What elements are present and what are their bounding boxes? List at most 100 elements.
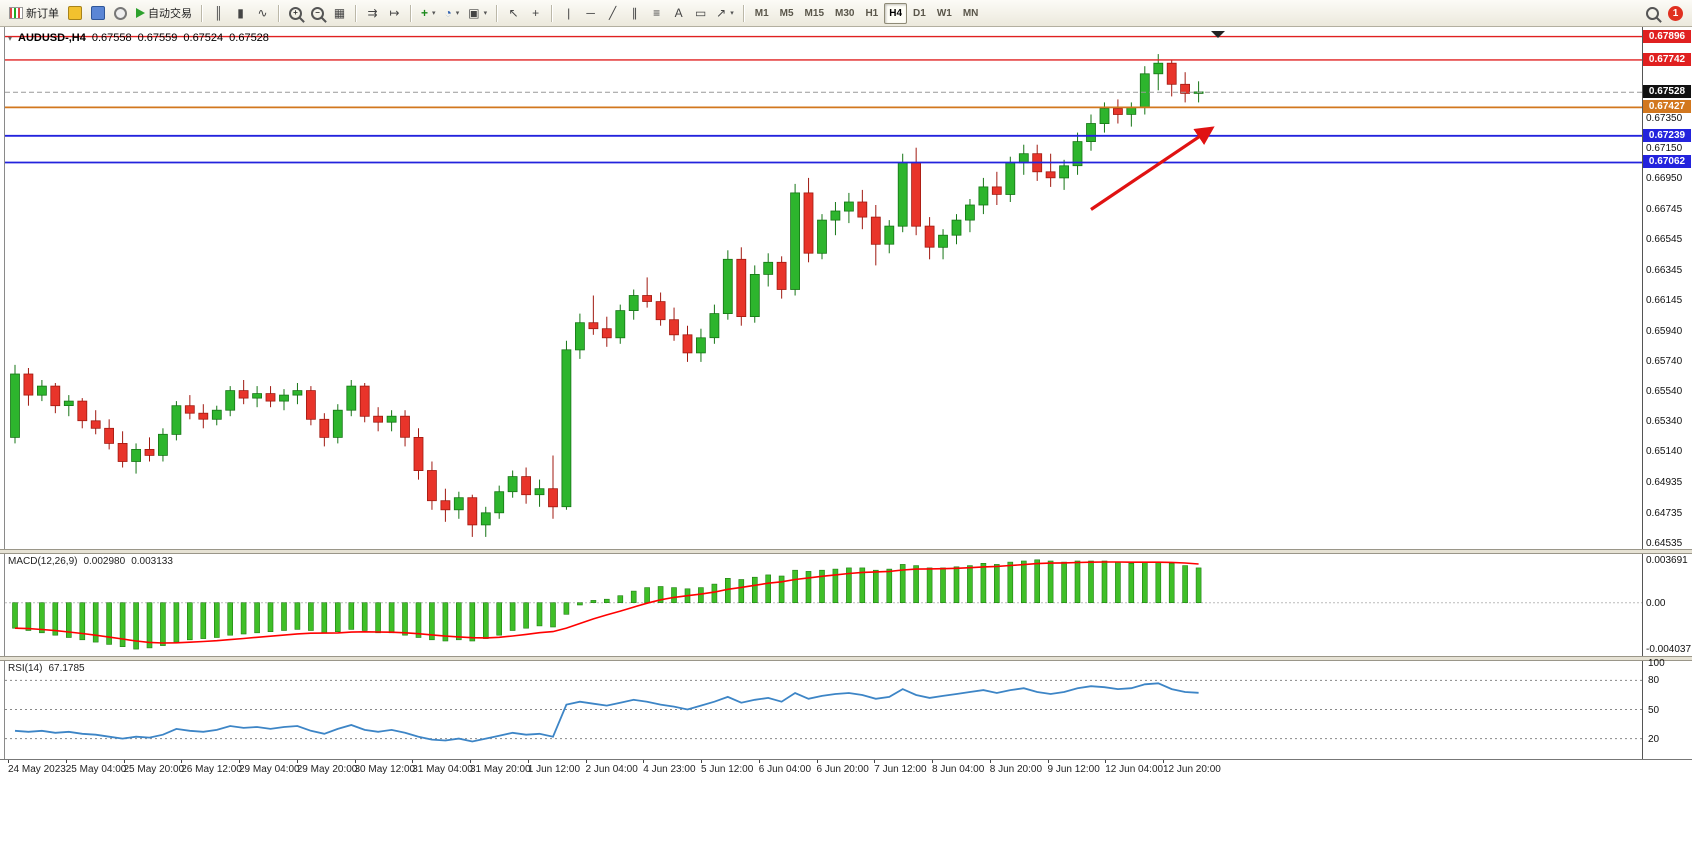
fibonacci-icon: ≡ xyxy=(653,6,661,20)
terminal-icon xyxy=(114,6,127,20)
line-chart-icon: ∿ xyxy=(257,6,268,20)
price-chart-canvas[interactable] xyxy=(5,30,1642,549)
autotrading-button[interactable]: 自动交易 xyxy=(132,3,196,24)
timeframe-h4-button[interactable]: H4 xyxy=(884,2,908,24)
toolbar-separator xyxy=(742,4,745,22)
time-axis-label: 12 Jun 20:00 xyxy=(1163,764,1221,775)
price-level-badge: 0.67427 xyxy=(1643,100,1691,114)
chevron-down-icon: ▾ xyxy=(483,10,488,17)
timeframe-mn-button[interactable]: MN xyxy=(962,7,979,19)
horizontal-line-icon: ─ xyxy=(586,6,595,20)
market-watch-icon xyxy=(68,6,82,20)
arrows-tool-button[interactable]: ↗ ▾ xyxy=(712,3,738,24)
channel-button[interactable]: ∥ xyxy=(624,3,645,24)
vertical-line-button[interactable]: | xyxy=(558,3,579,24)
price-level-badge: 0.67896 xyxy=(1643,29,1691,43)
timeframe-m5-button[interactable]: M5 xyxy=(779,7,794,19)
time-axis-label: 9 Jun 12:00 xyxy=(1047,764,1100,775)
templates-icon: ▣ xyxy=(468,6,480,20)
zoom-out-button[interactable]: − xyxy=(307,3,328,24)
time-axis-label: 2 Jun 04:00 xyxy=(585,764,638,775)
time-tick xyxy=(989,760,991,763)
price-tick-label: 0.66345 xyxy=(1646,264,1683,276)
price-tick-label: 0.64535 xyxy=(1646,537,1683,549)
chevron-down-icon: ▾ xyxy=(455,10,460,17)
ohlc-close: 0.67528 xyxy=(229,32,269,44)
cursor-icon: ↖ xyxy=(508,6,519,20)
auto-scroll-button[interactable]: ⇉ xyxy=(362,3,383,24)
macd-panel-canvas[interactable] xyxy=(5,554,1642,656)
time-axis-label: 31 May 04:00 xyxy=(412,764,473,775)
rsi-label: RSI(14) 67.1785 xyxy=(8,663,85,674)
chevron-down-icon: ▾ xyxy=(432,10,436,17)
price-tick-label: 0.65140 xyxy=(1646,446,1683,458)
vertical-line-icon: | xyxy=(567,6,571,20)
label-tool-button[interactable]: ▭ xyxy=(690,3,711,24)
time-axis-label: 8 Jun 04:00 xyxy=(932,764,985,775)
text-tool-button[interactable]: A xyxy=(668,3,689,24)
chart-collapse-icon[interactable]: ▾ xyxy=(8,33,13,43)
chart-shift-button[interactable]: ↦ xyxy=(384,3,405,24)
bar-chart-button[interactable]: ║ xyxy=(208,3,229,24)
time-axis-label: 25 May 04:00 xyxy=(65,764,127,775)
timeframe-w1-button[interactable]: W1 xyxy=(936,7,952,19)
toolbar-separator xyxy=(278,4,280,22)
timeframe-m15-button[interactable]: M15 xyxy=(804,7,824,19)
timeframe-h1-button[interactable]: H1 xyxy=(865,7,879,19)
templates-button[interactable]: ▣ ▾ xyxy=(464,3,491,24)
crosshair-icon: + xyxy=(532,6,540,20)
horizontal-line-button[interactable]: ─ xyxy=(580,3,601,24)
rsi-indicator-name: RSI(14) xyxy=(8,663,43,674)
zoom-in-button[interactable]: + xyxy=(285,3,306,24)
line-chart-button[interactable]: ∿ xyxy=(252,3,273,24)
fibonacci-button[interactable]: ≡ xyxy=(646,3,667,24)
rsi-panel-canvas[interactable] xyxy=(5,661,1642,758)
navigator-button[interactable] xyxy=(87,3,109,24)
price-tick-label: 0.67350 xyxy=(1646,113,1683,124)
time-axis-label: 29 May 20:00 xyxy=(296,764,358,775)
search-button[interactable] xyxy=(1642,3,1663,24)
time-tick xyxy=(123,760,125,763)
terminal-button[interactable] xyxy=(110,3,131,24)
price-tick-label: 0.65740 xyxy=(1646,355,1683,367)
rsi-axis-label: 80 xyxy=(1648,675,1660,687)
timeframe-d1-button[interactable]: D1 xyxy=(913,7,926,19)
zoom-out-icon: − xyxy=(311,6,324,20)
market-watch-button[interactable] xyxy=(64,3,86,24)
time-axis-label: 1 Jun 12:00 xyxy=(527,764,581,775)
new-order-icon xyxy=(9,7,23,19)
periods-button[interactable]: ◔ ▾ xyxy=(441,3,464,24)
time-tick xyxy=(65,760,67,763)
rsi-value: 67.1785 xyxy=(48,663,85,674)
trendline-button[interactable]: ╱ xyxy=(602,3,623,24)
tile-windows-button[interactable]: ▦ xyxy=(329,3,350,24)
indicators-button[interactable]: + ▾ xyxy=(417,3,440,24)
crosshair-button[interactable]: + xyxy=(525,3,546,24)
time-axis-label: 25 May 20:00 xyxy=(123,764,185,775)
panel-splitter[interactable] xyxy=(0,549,1692,554)
ohlc-open: 0.67558 xyxy=(91,32,132,44)
cursor-button[interactable]: ↖ xyxy=(503,3,524,24)
time-tick xyxy=(701,760,702,763)
candlestick-chart-button[interactable]: ▮ xyxy=(230,3,251,24)
arrows-tool-icon: ↗ xyxy=(716,6,727,20)
toolbar-separator xyxy=(201,4,203,22)
periods-clock-icon: ◔ xyxy=(444,6,452,20)
notification-badge[interactable]: 1 xyxy=(1668,5,1683,21)
time-tick xyxy=(527,760,529,763)
time-axis[interactable]: 24 May 2023 25 May 04:00 25 May 20:00 26 Ma… xyxy=(0,759,1692,781)
time-tick xyxy=(1163,760,1164,763)
toolbar-separator xyxy=(410,4,412,22)
price-level-badge: 0.67528 xyxy=(1643,85,1691,99)
timeframe-m1-button[interactable]: M1 xyxy=(754,7,769,19)
time-axis-label: 31 May 20:00 xyxy=(470,764,531,775)
channel-icon: ∥ xyxy=(631,6,638,20)
price-axis-border xyxy=(1642,27,1643,759)
timeframe-m30-button[interactable]: M30 xyxy=(835,7,855,19)
price-level-badge: 0.67742 xyxy=(1643,52,1691,66)
time-tick xyxy=(932,760,933,763)
autotrading-play-icon xyxy=(136,8,145,18)
time-axis-label: 8 Jun 20:00 xyxy=(989,764,1043,775)
new-order-button[interactable]: 新订单 xyxy=(5,3,63,24)
panel-splitter[interactable] xyxy=(0,656,1692,661)
